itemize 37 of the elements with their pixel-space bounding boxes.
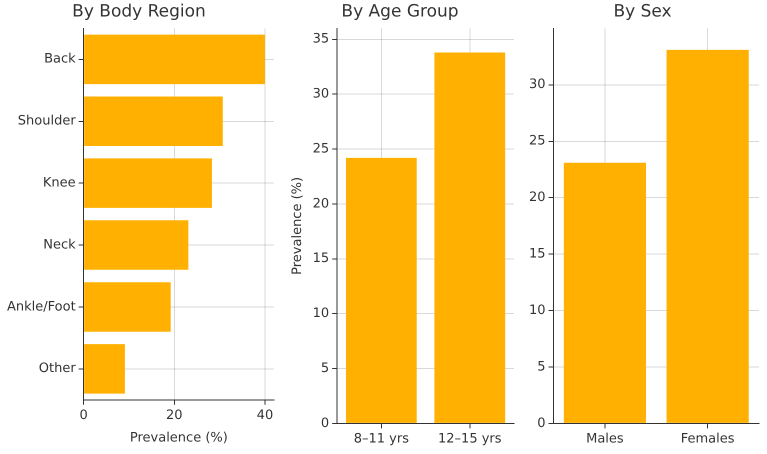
- y-tick-label: 25: [528, 134, 546, 149]
- bar: [84, 96, 223, 146]
- x-axis-title: Prevalence (%): [130, 430, 228, 446]
- bar: [84, 344, 125, 394]
- y-tick-label: Other: [38, 361, 76, 376]
- x-tick-label: 20: [166, 408, 183, 423]
- bar: [84, 282, 171, 332]
- y-tick-label: Neck: [43, 237, 76, 252]
- bar: [84, 158, 212, 208]
- y-tick-label: 20: [528, 190, 546, 206]
- x-tick-label: Males: [586, 432, 624, 447]
- y-tick-label: 5: [320, 360, 330, 376]
- chart-title: By Body Region: [72, 2, 206, 22]
- y-tick-label: 30: [528, 77, 546, 92]
- y-tick-label: Shoulder: [18, 114, 76, 129]
- x-tick-label: 0: [80, 408, 88, 423]
- y-tick-label: 25: [312, 141, 330, 156]
- x-tick-label: 40: [256, 408, 274, 423]
- y-tick-label: 15: [312, 251, 330, 266]
- y-tick-label: 15: [528, 246, 546, 262]
- chart-title: By Sex: [613, 2, 672, 22]
- y-tick-label: Back: [44, 52, 76, 67]
- y-tick-label: Ankle/Foot: [6, 299, 76, 314]
- x-tick-label: 8–11 yrs: [354, 432, 410, 447]
- y-tick-label: 5: [537, 359, 546, 374]
- chart-title: By Age Group: [341, 2, 459, 22]
- y-tick-label: 10: [312, 306, 330, 322]
- x-tick-label: 12–15 yrs: [438, 432, 502, 447]
- y-tick-label: 20: [312, 196, 330, 212]
- bar: [84, 220, 188, 270]
- y-tick-label: 35: [312, 32, 330, 47]
- y-tick-label: 30: [312, 86, 330, 102]
- y-tick-label: Knee: [42, 176, 76, 191]
- bar: [84, 34, 265, 84]
- x-tick-label: Females: [680, 432, 735, 447]
- y-axis-title: Prevalence (%): [290, 176, 306, 275]
- y-tick-label: 10: [528, 302, 546, 318]
